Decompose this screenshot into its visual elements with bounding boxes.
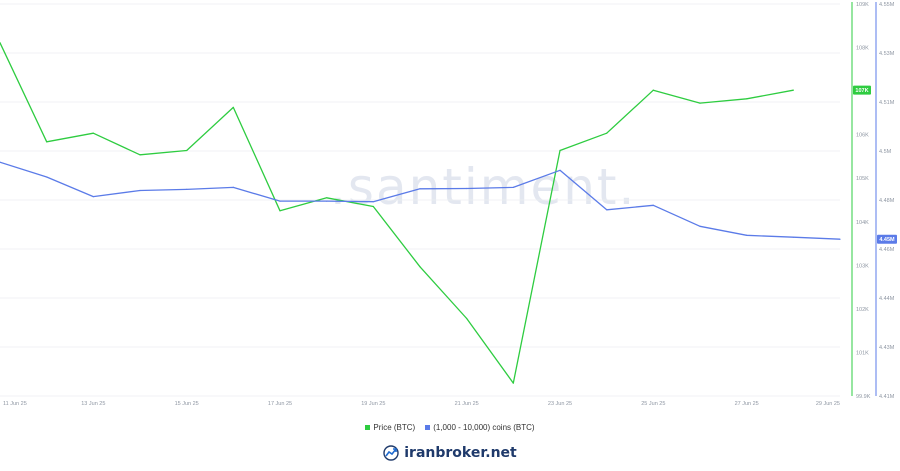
coins-point bbox=[699, 225, 701, 227]
chart-legend: Price (BTC) (1,000 - 10,000) coins (BTC) bbox=[0, 423, 900, 432]
price-point bbox=[792, 89, 794, 91]
price-point bbox=[46, 141, 48, 143]
price-series-line bbox=[0, 42, 794, 384]
coins-axis-tick: 4.46M bbox=[879, 247, 895, 253]
price-point bbox=[0, 42, 1, 44]
coins-axis-tick: 4.51M bbox=[879, 100, 895, 106]
legend-swatch-coins bbox=[425, 425, 431, 430]
coins-axis-tick: 4.5M bbox=[879, 149, 892, 155]
price-point bbox=[419, 266, 421, 268]
brand-footer: iranbroker.net bbox=[0, 445, 900, 461]
price-value-badge bbox=[853, 85, 871, 95]
price-point bbox=[512, 382, 514, 384]
coins-point bbox=[606, 209, 608, 211]
coins-axis-tick: 4.43M bbox=[879, 345, 895, 351]
legend-label-coins: (1,000 - 10,000) coins (BTC) bbox=[433, 423, 535, 432]
price-axis-tick: 105K bbox=[856, 176, 869, 182]
chart-area: .santiment. 109K 108K 107K 106K 105K 104K 103K… bbox=[0, 2, 897, 407]
coins-point bbox=[746, 234, 748, 236]
price-point bbox=[699, 102, 701, 104]
x-axis-tick: 25 Jun 25 bbox=[641, 401, 665, 407]
price-axis-tick: 102K bbox=[856, 307, 869, 313]
price-point bbox=[606, 132, 608, 134]
coins-point bbox=[279, 200, 281, 202]
x-axis-tick: 13 Jun 25 bbox=[81, 401, 105, 407]
coins-axis-tick: 4.53M bbox=[879, 51, 895, 57]
x-axis-tick: 29 Jun 25 bbox=[816, 401, 840, 407]
coins-point bbox=[92, 196, 94, 198]
brand-name: iranbroker.net bbox=[404, 445, 517, 461]
santiment-watermark: .santiment. bbox=[330, 158, 637, 216]
price-point bbox=[466, 317, 468, 320]
legend-label-price: Price (BTC) bbox=[373, 423, 416, 432]
price-axis-tick: 99.9K bbox=[856, 394, 871, 400]
price-axis-tick: 108K bbox=[856, 46, 869, 52]
coins-axis-tick: 4.48M bbox=[879, 198, 895, 204]
x-axis-tick: 11 Jun 25 bbox=[3, 401, 27, 407]
price-point bbox=[139, 154, 141, 156]
coins-point bbox=[839, 238, 841, 240]
price-axis-tick: 104K bbox=[856, 220, 869, 226]
legend-item-coins[interactable]: (1,000 - 10,000) coins (BTC) bbox=[425, 423, 535, 432]
coins-point bbox=[46, 176, 48, 178]
price-point bbox=[372, 205, 374, 208]
legend-swatch-price bbox=[365, 425, 371, 430]
coins-point bbox=[326, 200, 328, 202]
price-axis-tick: 103K bbox=[856, 263, 869, 269]
x-axis-tick: 21 Jun 25 bbox=[455, 401, 479, 407]
price-point bbox=[326, 197, 328, 199]
coins-value-badge-text: 4.45M bbox=[879, 237, 895, 243]
price-axis-tick: 101K bbox=[856, 350, 869, 356]
price-point bbox=[92, 132, 94, 134]
price-point bbox=[559, 149, 561, 152]
x-axis-tick: 27 Jun 25 bbox=[735, 401, 759, 407]
coins-point bbox=[0, 161, 1, 163]
coins-point bbox=[559, 169, 561, 171]
coins-point bbox=[419, 188, 421, 190]
x-axis-tick: 23 Jun 25 bbox=[548, 401, 572, 407]
price-point bbox=[652, 89, 654, 91]
coins-axis-tick: 4.44M bbox=[879, 296, 895, 302]
coins-axis-tick: 4.55M bbox=[879, 2, 895, 8]
coins-point bbox=[792, 236, 794, 238]
coins-point bbox=[652, 204, 654, 206]
price-point bbox=[232, 106, 234, 108]
price-point bbox=[746, 98, 748, 100]
x-axis-tick: 15 Jun 25 bbox=[175, 401, 199, 407]
legend-item-price[interactable]: Price (BTC) bbox=[365, 423, 415, 432]
x-axis-tick: 17 Jun 25 bbox=[268, 401, 292, 407]
coins-point bbox=[512, 186, 514, 188]
coins-series-line bbox=[0, 161, 841, 240]
price-axis-tick: 109K bbox=[856, 2, 869, 8]
x-axis-tick: 19 Jun 25 bbox=[361, 401, 385, 407]
coins-point bbox=[466, 187, 468, 190]
coins-point bbox=[139, 189, 141, 192]
price-value-badge-text: 107K bbox=[855, 88, 868, 94]
price-axis-tick: 106K bbox=[856, 133, 869, 139]
coins-value-badge bbox=[877, 234, 897, 244]
price-point bbox=[186, 149, 188, 152]
trend-arrow-icon bbox=[383, 445, 399, 461]
line-chart: 109K 108K 107K 106K 105K 104K 103K 102K 101K 99.9… bbox=[0, 2, 897, 407]
coins-point bbox=[232, 186, 234, 188]
coins-point bbox=[186, 188, 188, 190]
coins-axis-tick: 4.41M bbox=[879, 394, 895, 400]
price-point bbox=[279, 210, 281, 212]
coins-point bbox=[372, 201, 374, 203]
